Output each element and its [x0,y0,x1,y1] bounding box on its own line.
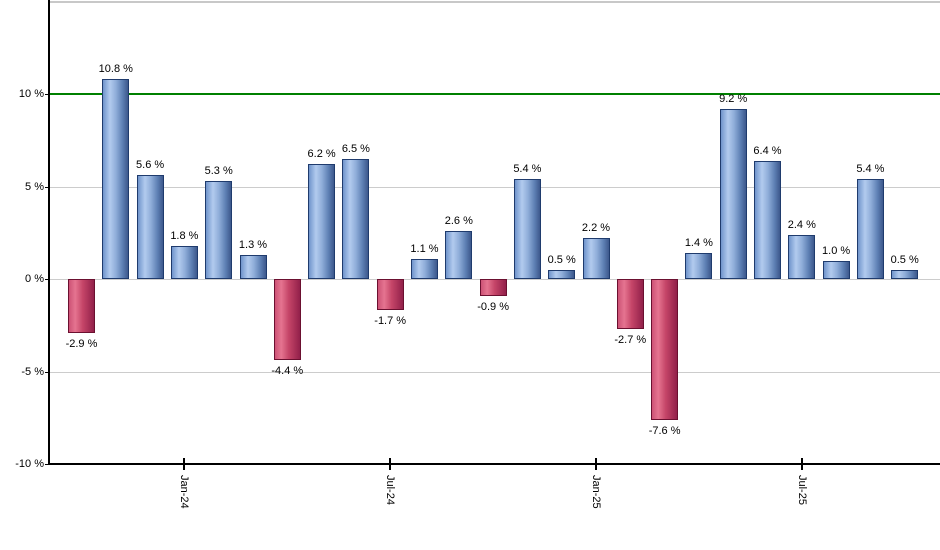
x-axis-tick-label: Jan-25 [590,475,602,509]
bar-value-label: 0.5 % [547,253,576,266]
x-axis-tick-label: Jul-25 [795,475,808,505]
y-axis-tick-label: 10 % [18,88,44,100]
positive-bar [822,260,850,279]
bar-value-label: 2.2 % [581,222,611,235]
y-tick-mark [45,371,50,373]
plot-top-border [50,1,940,3]
y-tick-mark [45,186,50,188]
negative-bar [616,279,644,329]
bar-value-label: 9.2 % [719,92,748,105]
bar-value-label: 1.0 % [822,244,851,257]
positive-bar [170,245,198,279]
negative-bar [651,279,679,420]
bar-value-label: -7.6 % [648,424,681,437]
positive-bar [754,160,781,279]
negative-bar [479,279,507,296]
bar-value-label: -2.9 % [65,337,98,350]
positive-bar [582,238,610,279]
bar-value-label: 6.2 % [307,148,336,161]
positive-bar [891,269,919,279]
bar-value-label: 10.8 % [98,63,133,76]
x-axis-tick-label: Jan-24 [178,475,191,509]
bar-value-label: -0.9 % [477,300,509,313]
positive-bar [239,254,267,279]
bar-value-label: -4.4 % [271,365,304,378]
positive-bar [308,164,336,279]
bar-value-label: 5.4 % [513,163,542,176]
positive-bar [205,180,233,279]
bar-value-label: 2.6 % [444,214,473,227]
y-tick-mark [45,279,50,280]
negative-bar [273,279,301,361]
bar-value-label: 1.4 % [684,237,713,250]
gridline [50,186,940,188]
y-axis-tick-label: -5 % [21,365,44,378]
positive-bar [411,258,438,279]
positive-bar [685,253,713,279]
positive-bar [102,79,130,279]
bar-value-label: 5.6 % [136,159,165,172]
y-tick-mark [45,464,50,465]
reference-line [50,93,940,95]
positive-bar [548,269,576,279]
gridline [50,371,940,373]
bar-value-label: 2.4 % [787,218,816,231]
positive-bar [342,158,370,279]
bar-value-label: 1.3 % [238,238,268,251]
bar-value-label: 1.8 % [170,229,199,242]
bar-value-label: 6.5 % [341,142,370,155]
bar-value-label: -1.7 % [374,315,407,328]
bar-value-label: 5.3 % [204,164,233,177]
y-axis-tick-label: 0 % [25,273,44,285]
bar-value-label: 1.1 % [410,242,439,255]
negative-bar [68,279,95,333]
bar-value-label: -2.7 % [614,333,647,346]
bar-value-label: 6.4 % [753,144,782,157]
positive-bar [136,175,164,279]
positive-bar [856,179,884,279]
positive-bar [513,179,541,279]
y-axis-line [48,0,50,465]
x-axis-line [50,463,940,465]
y-tick-mark [45,94,50,95]
bar-value-label: 5.4 % [856,163,885,176]
y-axis-tick-label: 5 % [25,180,44,193]
positive-bar [445,230,473,279]
y-axis-tick-label: -10 % [15,458,44,470]
positive-bar [719,108,747,279]
x-axis-tick-label: Jul-24 [384,475,397,505]
positive-bar [788,234,816,279]
bar-value-label: 0.5 % [890,253,919,266]
negative-bar [376,279,404,311]
